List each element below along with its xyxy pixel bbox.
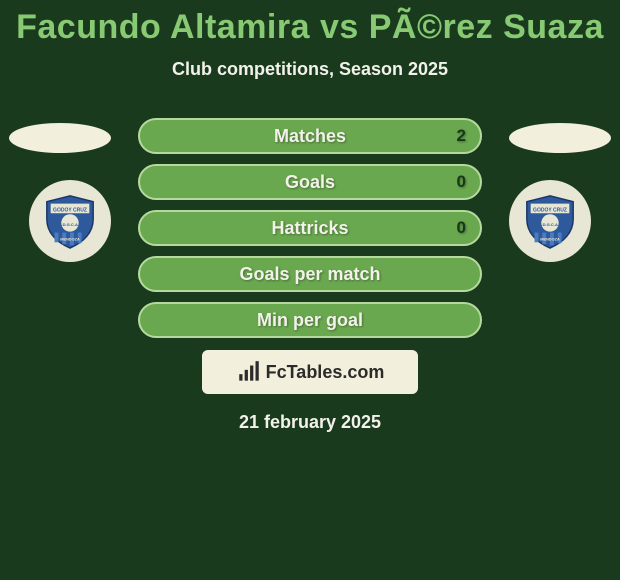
- svg-text:C.D.G.C.A.T: C.D.G.C.A.T: [59, 222, 82, 227]
- shield-icon: GODOY CRUZ C.D.G.C.A.T MENDOZA: [521, 192, 579, 250]
- date-label: 21 february 2025: [0, 412, 620, 433]
- stat-rows: Matches 2 Goals 0 Hattricks 0 Goals per …: [138, 118, 482, 338]
- stat-row-goals-per-match: Goals per match: [138, 256, 482, 292]
- brand-badge: FcTables.com: [202, 350, 418, 394]
- stat-label: Hattricks: [271, 218, 348, 239]
- stat-label: Matches: [274, 126, 346, 147]
- club-badge-right: GODOY CRUZ C.D.G.C.A.T MENDOZA: [509, 180, 591, 262]
- club-badge-left: GODOY CRUZ C.D.G.C.A.T MENDOZA: [29, 180, 111, 262]
- stat-value-right: 2: [457, 126, 466, 146]
- stat-label: Min per goal: [257, 310, 363, 331]
- shield-icon: GODOY CRUZ C.D.G.C.A.T MENDOZA: [41, 192, 99, 250]
- player-avatar-left: [9, 123, 111, 153]
- svg-text:GODOY CRUZ: GODOY CRUZ: [533, 207, 567, 213]
- svg-text:MENDOZA: MENDOZA: [60, 237, 80, 241]
- stat-row-min-per-goal: Min per goal: [138, 302, 482, 338]
- stat-label: Goals: [285, 172, 335, 193]
- player-avatar-right: [509, 123, 611, 153]
- stat-label: Goals per match: [239, 264, 380, 285]
- svg-text:MENDOZA: MENDOZA: [540, 237, 560, 241]
- svg-text:C.D.G.C.A.T: C.D.G.C.A.T: [539, 222, 562, 227]
- infographic-root: Facundo Altamira vs PÃ©rez Suaza Club co…: [0, 0, 620, 580]
- bar-chart-icon: [236, 359, 262, 385]
- page-subtitle: Club competitions, Season 2025: [0, 59, 620, 80]
- stat-value-right: 0: [457, 218, 466, 238]
- brand-text: FcTables.com: [266, 362, 385, 383]
- stats-area: GODOY CRUZ C.D.G.C.A.T MENDOZA GODOY CRU…: [0, 118, 620, 433]
- svg-text:GODOY CRUZ: GODOY CRUZ: [53, 207, 87, 213]
- stat-value-right: 0: [457, 172, 466, 192]
- stat-row-matches: Matches 2: [138, 118, 482, 154]
- page-title: Facundo Altamira vs PÃ©rez Suaza: [0, 0, 620, 47]
- stat-row-hattricks: Hattricks 0: [138, 210, 482, 246]
- stat-row-goals: Goals 0: [138, 164, 482, 200]
